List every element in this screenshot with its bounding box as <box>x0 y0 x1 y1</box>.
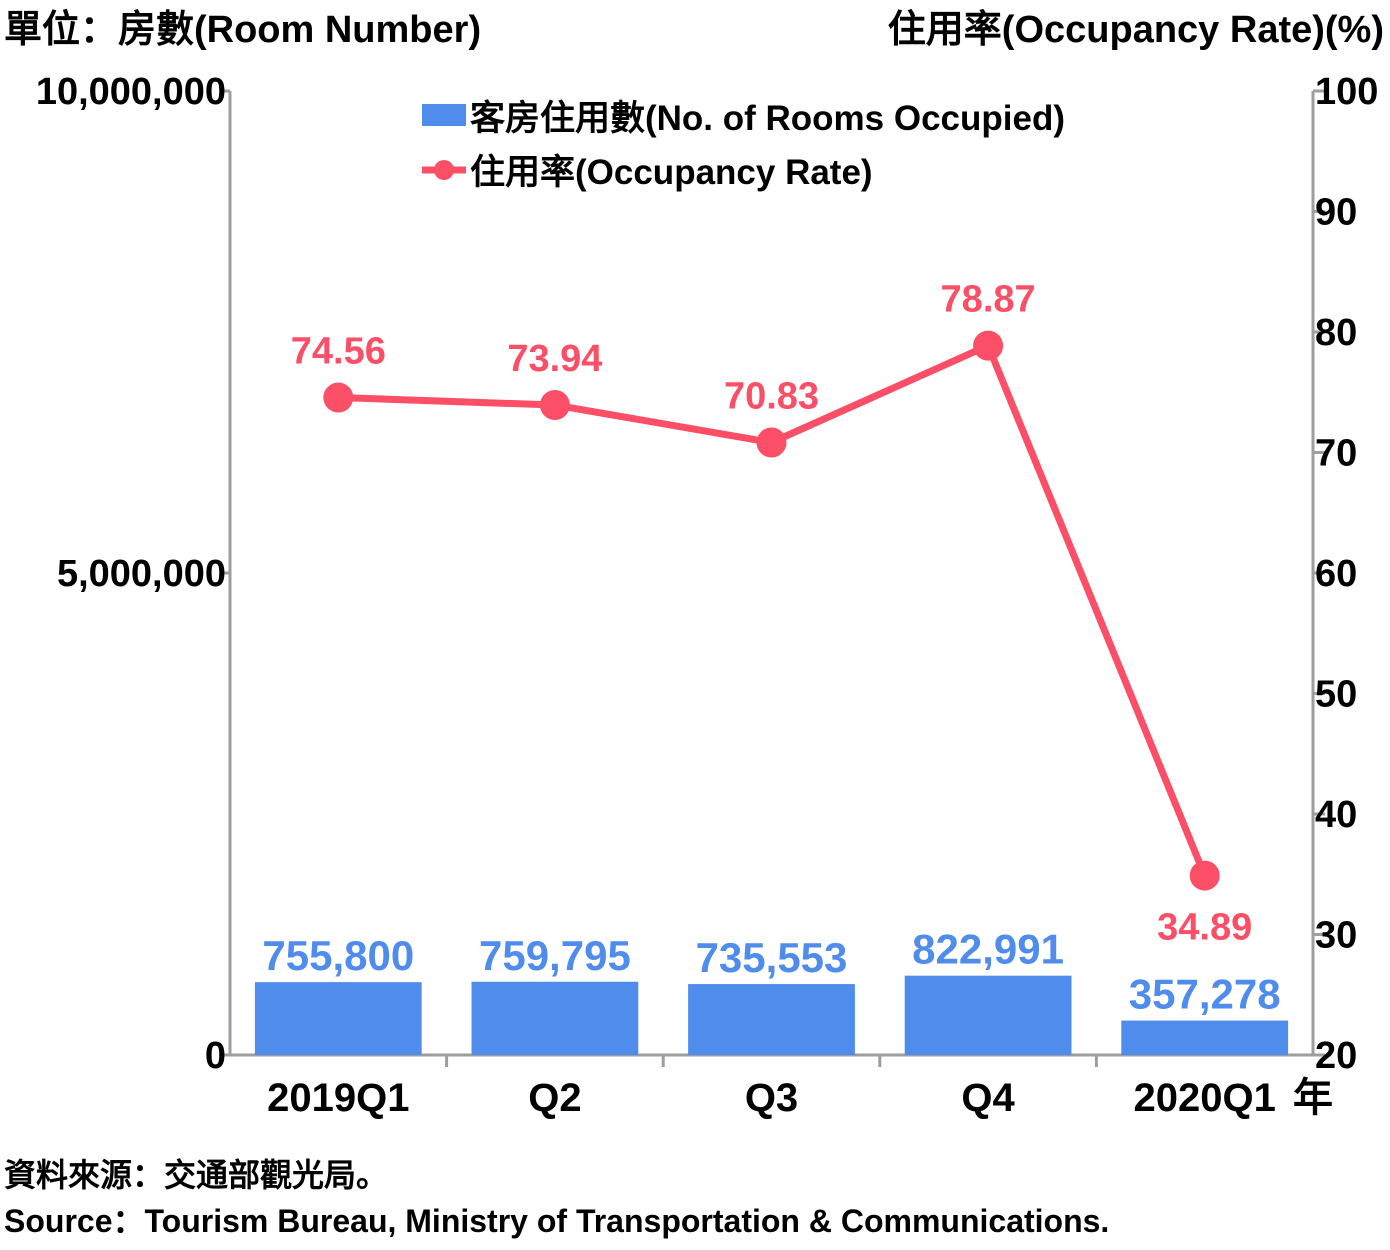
bar-series <box>254 975 1289 1055</box>
occupancy-line <box>338 342 1208 877</box>
occupancy-point <box>973 330 1004 361</box>
occupancy-value-label: 34.89 <box>1157 907 1252 949</box>
left-axis-title: 單位：房數(Room Number) <box>4 9 481 51</box>
legend: 客房住用數(No. of Rooms Occupied) 住用率(Occupan… <box>422 98 1065 192</box>
right-tick-label: 40 <box>1315 794 1357 836</box>
bar <box>1121 1020 1289 1055</box>
bar-value-label: 822,991 <box>912 926 1064 973</box>
data-labels: 755,800 759,795 735,553 822,991 357,278 74.56… <box>262 279 1280 1018</box>
right-tick-label: 20 <box>1315 1035 1357 1077</box>
occupancy-point <box>1189 860 1220 891</box>
occupancy-value-label: 74.56 <box>291 331 386 373</box>
left-tick-label: 5,000,000 <box>57 553 226 595</box>
x-tick-label: Q4 <box>961 1076 1015 1120</box>
right-axis-title: 住用率(Occupancy Rate)(%) <box>888 9 1384 51</box>
legend-line-label: 住用率(Occupancy Rate) <box>470 153 873 192</box>
legend-line-marker <box>434 160 454 180</box>
x-tick-labels: 2019Q1 Q2 Q3 Q4 2020Q1 年 <box>267 1076 1333 1120</box>
bar <box>688 984 855 1055</box>
right-tick-label: 80 <box>1315 312 1357 354</box>
bar <box>904 975 1072 1055</box>
x-axis-suffix: 年 <box>1293 1076 1333 1120</box>
occupancy-point <box>323 382 354 413</box>
source-zh: 資料來源：交通部觀光局。 <box>4 1157 388 1193</box>
bar <box>471 981 639 1055</box>
right-tick-label: 90 <box>1315 192 1357 234</box>
bar-value-label: 759,795 <box>479 932 631 979</box>
x-tick-label: Q3 <box>745 1076 798 1120</box>
left-tick-label: 10,000,000 <box>36 71 226 113</box>
bar-value-label: 357,278 <box>1129 971 1281 1018</box>
source-en: Source：Tourism Bureau, Ministry of Trans… <box>4 1203 1109 1239</box>
x-tick-label: 2020Q1 <box>1134 1076 1276 1120</box>
legend-bar-label: 客房住用數(No. of Rooms Occupied) <box>470 98 1065 138</box>
right-tick-label: 100 <box>1315 71 1378 113</box>
right-tick-label: 70 <box>1315 433 1357 475</box>
bar <box>254 982 422 1055</box>
x-tick-label: 2019Q1 <box>267 1076 409 1120</box>
left-tick-label: 0 <box>205 1035 226 1077</box>
occupancy-point <box>539 390 570 421</box>
right-tick-label: 60 <box>1315 553 1357 595</box>
right-tick-label: 50 <box>1315 674 1357 716</box>
axes: 0 5,000,000 10,000,000 20 30 40 50 60 70 80 90 100 <box>36 71 1379 1077</box>
x-tick-label: Q2 <box>528 1076 581 1120</box>
occupancy-value-label: 78.87 <box>941 279 1036 321</box>
occupancy-point <box>756 427 787 458</box>
line-series <box>323 330 1220 891</box>
bar-value-label: 735,553 <box>696 934 848 981</box>
bar-value-label: 755,800 <box>262 932 414 979</box>
occupancy-value-label: 70.83 <box>724 375 819 417</box>
occupancy-value-label: 73.94 <box>507 338 602 380</box>
right-tick-label: 30 <box>1315 915 1357 957</box>
legend-bar-swatch <box>422 104 466 126</box>
